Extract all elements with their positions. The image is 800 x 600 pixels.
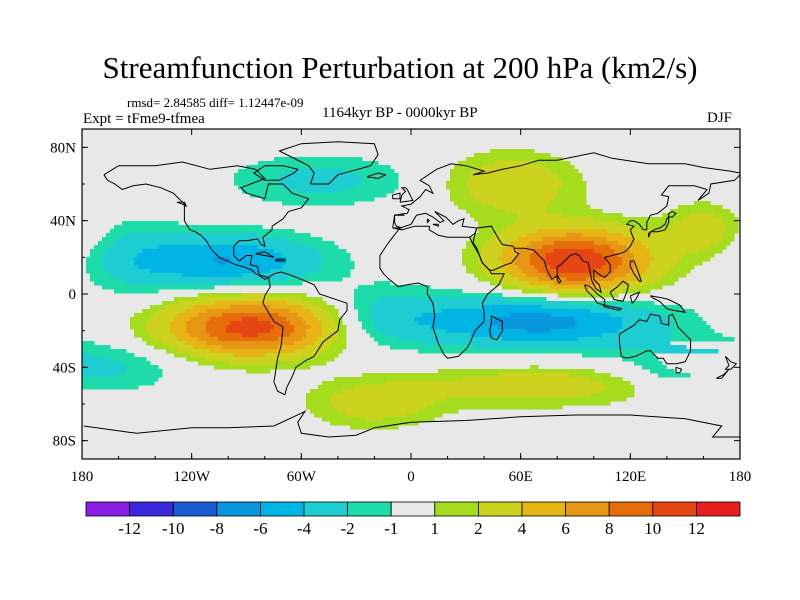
colorbar-swatch bbox=[608, 501, 654, 517]
colorbar-swatch bbox=[390, 501, 436, 517]
colorbar-label: 8 bbox=[605, 519, 614, 538]
chart-title: Streamfunction Perturbation at 200 hPa (… bbox=[102, 50, 698, 85]
colorbar-swatch bbox=[434, 501, 479, 517]
field-contours bbox=[82, 149, 739, 430]
colorbar-label: -10 bbox=[162, 519, 185, 538]
colorbar-label: -12 bbox=[118, 519, 141, 538]
colorbar-label: 6 bbox=[561, 519, 570, 538]
colorbar-swatch bbox=[521, 501, 566, 517]
colorbar-label: -2 bbox=[341, 519, 355, 538]
lat-tick-label: 80S bbox=[53, 434, 76, 450]
axis-ticks: 180 120W 60W 0 60E 120E 180 80N 40N 0 40S 80S bbox=[50, 129, 751, 485]
colorbar-label: 12 bbox=[688, 519, 705, 538]
lat-tick-label: 0 bbox=[69, 287, 77, 303]
lat-tick-label: 80N bbox=[50, 140, 76, 156]
colorbar-label: 4 bbox=[518, 519, 527, 538]
colorbar-swatch bbox=[172, 501, 218, 517]
lat-tick-label: 40N bbox=[50, 214, 76, 230]
colorbar-label: 10 bbox=[644, 519, 661, 538]
colorbar-swatch bbox=[347, 501, 392, 517]
stats-label: rmsd= 2.84585 diff= 1.12447e-09 bbox=[127, 95, 304, 110]
colorbar-swatch bbox=[477, 501, 523, 517]
colorbar-label: -1 bbox=[384, 519, 398, 538]
colorbar-swatch bbox=[216, 501, 261, 517]
colorbar-label: 1 bbox=[431, 519, 440, 538]
lon-tick-label: 180 bbox=[71, 469, 94, 485]
coastlines bbox=[83, 141, 740, 438]
lat-tick-label: 40S bbox=[53, 360, 76, 376]
colorbar-label: 2 bbox=[474, 519, 483, 538]
colorbar-swatch bbox=[129, 501, 174, 517]
lon-tick-label: 60W bbox=[287, 469, 317, 485]
lon-tick-label: 120W bbox=[173, 469, 211, 485]
experiment-label: Expt = tFme9-tfmea bbox=[83, 111, 205, 127]
lon-tick-label: 60E bbox=[509, 469, 533, 485]
colorbar-swatch bbox=[565, 501, 610, 517]
lon-tick-label: 0 bbox=[407, 469, 415, 485]
lon-tick-label: 180 bbox=[729, 469, 752, 485]
lon-tick-label: 120E bbox=[614, 469, 646, 485]
colorbar-swatch bbox=[85, 501, 130, 517]
colorbar-label: -8 bbox=[210, 519, 224, 538]
colorbar-swatch bbox=[696, 501, 741, 517]
colorbar-swatch bbox=[303, 501, 348, 517]
colorbar-swatch bbox=[652, 501, 697, 517]
period-label: 1164kyr BP - 0000kyr BP bbox=[322, 105, 478, 121]
colorbar-label: -6 bbox=[253, 519, 267, 538]
colorbar: -12 -10 -8 -6 -4 -2 -1 1 2 4 6 8 10 12 bbox=[85, 501, 741, 538]
season-label: DJF bbox=[707, 110, 733, 126]
colorbar-label: -4 bbox=[297, 519, 312, 538]
colorbar-swatch bbox=[259, 501, 305, 517]
